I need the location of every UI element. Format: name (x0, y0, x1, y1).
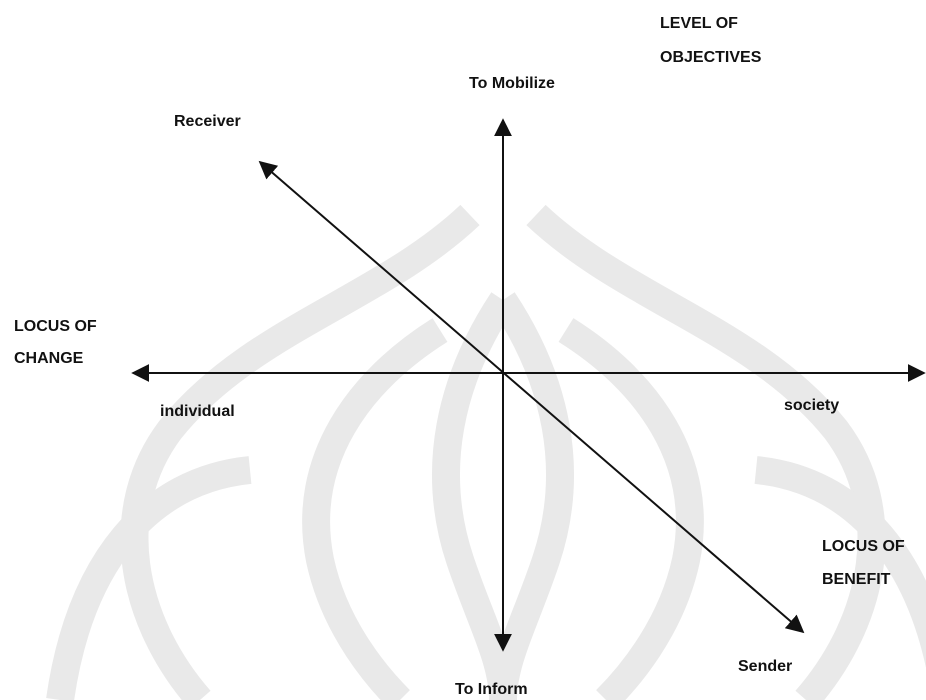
change-label: CHANGE (14, 350, 84, 367)
lower-right-label: Sender (738, 658, 792, 675)
level-label: OBJECTIVES (660, 49, 762, 66)
bottom-label: To Inform (455, 681, 528, 698)
level-label: LEVEL OF (660, 15, 738, 32)
benefit-label: LOCUS OF (822, 538, 905, 555)
top-label: To Mobilize (469, 75, 555, 92)
left-label: individual (160, 403, 235, 420)
benefit-label: BENEFIT (822, 571, 891, 588)
right-label: society (784, 397, 839, 414)
diagonal-axis (258, 160, 805, 634)
change-label: LOCUS OF (14, 318, 97, 335)
upper-left-label: Receiver (174, 113, 241, 130)
